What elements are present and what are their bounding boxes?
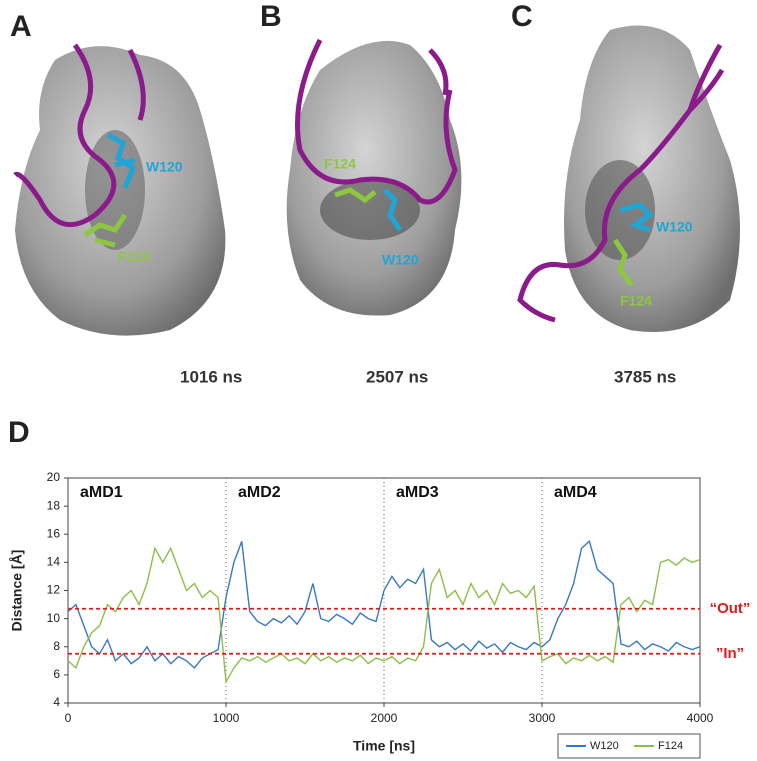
y-tick-label: 12: [47, 583, 61, 597]
x-tick-label: 1000: [213, 711, 240, 725]
time-label: 2507 ns: [366, 367, 428, 386]
residue-label: W120: [146, 159, 183, 175]
panel-b: B F124 W120 2507 ns: [260, 0, 462, 386]
ribbon: [517, 43, 725, 323]
panel-a: A W120 F124 1016 ns: [10, 10, 242, 387]
residue-w120: [106, 132, 137, 189]
panel-letter: D: [8, 416, 30, 449]
residue-label: W120: [656, 219, 693, 235]
residue-label: W120: [382, 252, 419, 268]
panel-c: C W120 F124 3785 ns: [511, 0, 740, 386]
y-tick-label: 10: [47, 611, 61, 625]
x-tick-label: 3000: [529, 711, 556, 725]
phase-label: aMD1: [80, 484, 123, 501]
x-tick-label: 4000: [687, 711, 714, 725]
y-tick-label: 8: [53, 639, 60, 653]
reference-label: ”In”: [716, 645, 744, 662]
x-tick-label: 2000: [371, 711, 398, 725]
x-tick-label: 0: [65, 711, 72, 725]
series-line: [67, 546, 701, 685]
phase-label: aMD3: [396, 484, 439, 501]
residue-w120: [619, 202, 654, 233]
y-tick-label: 20: [47, 470, 61, 484]
residue-label: F124: [324, 156, 356, 172]
residue-label: F124: [620, 293, 652, 309]
residue-f124: [334, 187, 377, 204]
legend-label: W120: [590, 740, 619, 752]
phase-label: aMD4: [554, 484, 597, 501]
residue-f124: [83, 213, 128, 248]
legend-label: F124: [658, 740, 683, 752]
y-tick-label: 4: [53, 695, 60, 709]
series-line: [67, 540, 701, 669]
y-tick-label: 16: [47, 526, 61, 540]
residue-label: F124: [118, 249, 150, 265]
x-axis-title: Time [ns]: [353, 738, 415, 754]
phase-label: aMD2: [238, 484, 281, 501]
ribbon: [295, 38, 458, 205]
y-axis-title: Distance [Å]: [9, 550, 25, 632]
panel-letter: C: [511, 0, 533, 33]
time-label: 3785 ns: [614, 367, 676, 386]
line-chart: 4 6 8 10 12 14 16 18 20 0 1000 2000 3000 4000 Time [ns…: [9, 470, 751, 759]
y-tick-label: 18: [47, 498, 61, 512]
residue-w120: [383, 188, 403, 232]
y-tick-label: 6: [53, 667, 60, 681]
protein-surface: [564, 25, 740, 332]
reference-label: “Out”: [710, 600, 751, 617]
y-tick-label: 14: [47, 555, 61, 569]
panel-letter: A: [10, 10, 32, 43]
panel-letter: B: [260, 0, 282, 33]
residue-f124: [612, 238, 634, 287]
time-label: 1016 ns: [180, 367, 242, 386]
ribbon: [13, 43, 146, 227]
